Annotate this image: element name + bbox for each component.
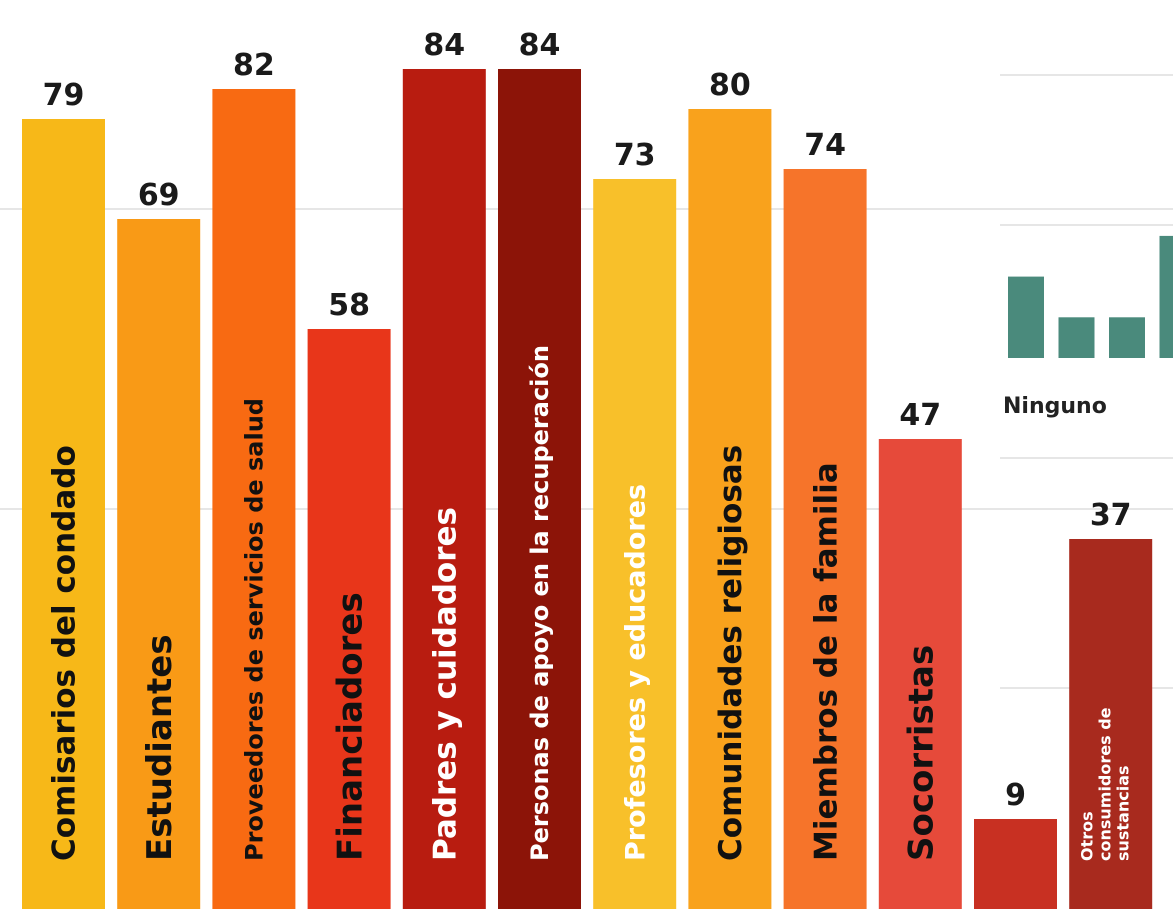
inset-bar	[1109, 317, 1145, 358]
category-label: consumidores de	[1096, 707, 1115, 861]
bar	[878, 439, 962, 909]
category-label: Otros	[1078, 811, 1097, 861]
category-label: Socorristas	[902, 645, 942, 861]
bars	[22, 69, 1153, 909]
bar	[783, 169, 867, 909]
inset-label: Ninguno	[1003, 394, 1107, 419]
category-label: sustancias	[1114, 765, 1133, 861]
value-label: 9	[1005, 778, 1026, 813]
category-label: Estudiantes	[140, 634, 180, 861]
value-label: 84	[519, 28, 561, 63]
category-label: Comunidades religiosas	[713, 445, 749, 861]
bar	[1069, 539, 1153, 909]
bar	[212, 89, 296, 909]
bar	[402, 69, 486, 909]
bar	[117, 219, 201, 909]
category-label: Profesores y educadores	[620, 484, 651, 861]
value-label: 82	[233, 48, 275, 83]
inset-chart: Ninguno	[1003, 235, 1173, 419]
bar	[688, 109, 772, 909]
inset-bar	[1008, 276, 1044, 358]
bar	[307, 329, 391, 909]
category-label: Miembros de la familia	[808, 462, 844, 861]
value-label: 69	[138, 178, 180, 213]
bar	[498, 69, 581, 909]
value-label: 84	[423, 28, 465, 63]
inset-bar	[1159, 235, 1173, 358]
inset-bar	[1058, 317, 1095, 358]
value-label: 79	[43, 78, 85, 113]
value-label: 37	[1090, 498, 1132, 533]
value-label: 47	[899, 398, 941, 433]
value-label: 73	[614, 138, 656, 173]
value-labels: 79 69 82 58 84 84 73 80 74 47 9 37	[43, 28, 1132, 813]
category-label: Financiadores	[330, 592, 370, 861]
category-label: Padres y cuidadores	[427, 507, 463, 861]
value-label: 74	[804, 128, 846, 163]
bar	[22, 119, 105, 909]
category-labels: Comisarios del condado Estudiantes Proveed…	[47, 345, 1133, 861]
bar	[593, 179, 677, 909]
category-label: Personas de apoyo en la recuperación	[526, 345, 554, 861]
bar	[974, 819, 1057, 909]
value-label: 58	[328, 288, 370, 323]
category-label: Proveedores de servicios de salud	[241, 398, 269, 861]
value-label: 80	[709, 68, 751, 103]
category-label: Comisarios del condado	[47, 445, 83, 861]
